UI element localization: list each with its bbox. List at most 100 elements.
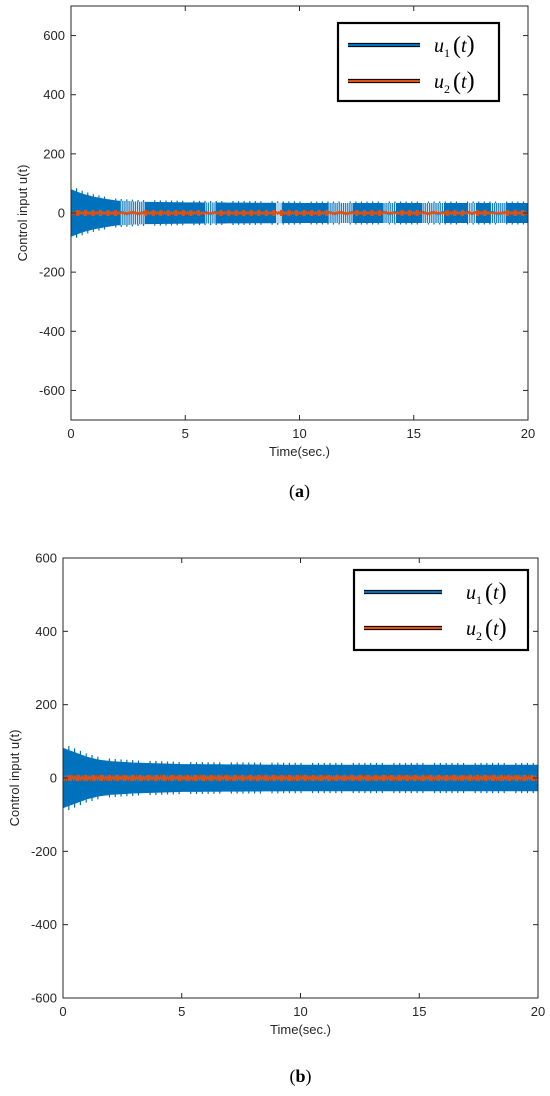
series-u2-marker [460,775,464,781]
series-u2-marker [460,210,464,216]
series-u2-marker [295,210,299,216]
series-u2-marker [166,210,170,216]
series-u2-marker [170,775,174,781]
chart-panel-b: 0 5 10 15 20 -600 -400 -200 0 200 400 600 Time(sec.)… [7,551,545,1088]
series-u2-marker [217,775,221,781]
legend-label: u2 (t) [434,68,475,96]
series-u2-marker [242,210,246,216]
series-u2-marker [319,775,323,781]
series-u2-marker [483,210,487,216]
panel-label: (a) [289,481,310,502]
series-u2-marker [147,775,150,781]
legend-label: u1 (t) [466,579,507,607]
series-u2-marker [249,210,253,216]
series-u2-marker [413,775,417,781]
series-u2-marker [436,775,440,781]
series-u2-marker [317,210,321,216]
x-tick-label: 20 [531,1004,545,1019]
y-tick-label: -400 [39,324,65,339]
y-tick-label: 0 [58,206,65,221]
series-u2-marker [515,775,519,781]
series-u2-marker [92,775,96,781]
series-u2-marker [327,775,331,781]
series-u2-marker [154,775,158,781]
series-u2-marker [342,775,346,781]
panel-label: (b) [289,1066,311,1087]
series-u2-marker [201,775,205,781]
series-u2 [63,774,538,782]
series-u2-marker [159,210,163,216]
series-u2-marker [99,775,103,781]
series-u2-marker [452,775,456,781]
y-tick-label: 600 [43,28,65,43]
x-tick-label: 10 [292,426,306,441]
y-axis: -600 -400 -200 0 200 400 600 [39,28,528,398]
series-u2-marker [264,210,268,216]
series-u2-marker [162,775,166,781]
series-u2-marker [445,210,449,216]
series-u2-marker [507,775,511,781]
series-u2 [71,210,528,216]
y-tick-label: 0 [50,771,57,786]
series-u2-marker [287,210,291,216]
series-u2-marker [233,775,237,781]
series-u2-marker [415,210,419,216]
series-u2-marker [123,775,127,781]
series-u2-marker [303,775,307,781]
series-u2-marker [513,210,517,216]
series-u2-marker [114,210,118,216]
series-u2-marker [234,210,238,216]
series-u2-marker [241,775,245,781]
series-u2-marker [68,775,72,781]
series-u2-marker [248,775,252,781]
series-u2-marker [325,210,329,216]
series-u2-marker [107,775,111,781]
plot-series [63,745,538,811]
series-u2-marker [178,775,182,781]
x-tick-label: 15 [407,426,421,441]
series-u2-marker [225,775,229,781]
series-u2-marker [355,210,359,216]
plot-series [71,188,528,238]
series-u2-marker [484,775,488,781]
series-u2-marker [408,210,412,216]
series-u2-marker [400,210,404,216]
series-u2-marker [499,775,503,781]
series-u2-marker [139,775,143,781]
series-u2-marker [151,210,155,216]
series-u2-marker [429,775,433,781]
series-u2-marker [227,210,231,216]
series-u2-marker [106,210,110,216]
x-tick-label: 15 [412,1004,426,1019]
x-tick-label: 5 [182,426,189,441]
legend-label: u2 (t) [466,615,507,643]
series-u2-marker [272,210,276,216]
x-tick-label: 0 [59,1004,66,1019]
series-u2-marker [370,210,374,216]
series-u2-marker [197,210,201,216]
series-u2-marker [421,775,425,781]
series-u2-marker [76,775,80,781]
series-u2-marker [186,775,190,781]
series-u2-marker [144,210,148,216]
series-u2-marker [476,775,480,781]
series-u2-marker [377,210,381,216]
x-axis: 0 5 10 15 20 [67,6,535,441]
series-u2-marker [189,210,193,216]
chart-panel-a: 0 5 10 15 20 -600 -400 -200 0 200 400 600 Time(sec.)… [15,5,535,502]
series-u2-marker [181,210,185,216]
series-u2-marker [311,775,315,781]
series-u2-marker [98,210,102,216]
y-tick-label: 200 [35,697,57,712]
x-axis: 0 5 10 15 20 [59,558,545,1019]
series-u2-marker [405,775,409,781]
series-u2-marker [115,775,119,781]
series-u2-marker [468,775,472,781]
series-u2-marker [362,210,366,216]
series-u2-marker [358,775,362,781]
series-u2-marker [374,775,378,781]
series-u2-marker [491,775,495,781]
y-tick-label: 200 [43,146,65,161]
series-u2-marker [366,775,370,781]
